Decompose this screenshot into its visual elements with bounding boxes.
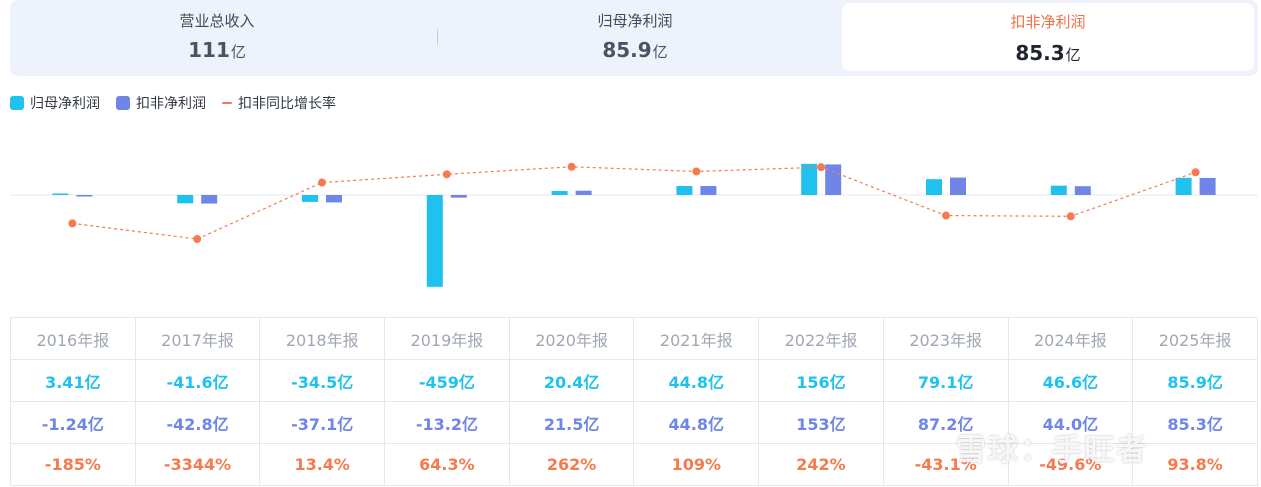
bar-net-profit[interactable] — [926, 179, 942, 195]
table-cell: -43.1% — [882, 443, 1009, 486]
growth-rate-point[interactable] — [193, 235, 202, 244]
column-header: 2025年报 — [1132, 317, 1258, 360]
tab-label: 营业总收入 — [179, 12, 255, 30]
table-cell: 93.8% — [1132, 443, 1258, 486]
growth-rate-point[interactable] — [942, 211, 950, 220]
legend-swatch-line — [222, 102, 232, 104]
table-cell: -41.6亿 — [134, 359, 261, 402]
table-cell: 64.3% — [384, 443, 510, 486]
tab-label: 扣非净利润 — [1010, 13, 1086, 31]
table-cell: 85.3亿 — [1132, 401, 1258, 444]
bar-net-profit[interactable] — [302, 195, 318, 202]
bar-deducted-profit[interactable] — [76, 195, 93, 197]
bar-deducted-profit[interactable] — [700, 186, 717, 195]
table-cell: -3344% — [134, 443, 261, 486]
table-cell: 3.41亿 — [10, 359, 136, 402]
tab-label: 归母净利润 — [597, 12, 673, 30]
data-table: 2016年报 2017年报 2018年报 2019年报 2020年报 2021年报 2022… — [10, 317, 1258, 486]
bar-net-profit[interactable] — [1050, 185, 1067, 195]
bar-deducted-profit[interactable] — [326, 195, 342, 203]
table-cell: 44.8亿 — [633, 359, 760, 402]
table-cell: 20.4亿 — [508, 359, 635, 402]
table-header-row: 2016年报 2017年报 2018年报 2019年报 2020年报 2021年报 2022… — [10, 317, 1258, 360]
tab-value: 85.3亿 — [1015, 41, 1081, 65]
table-cell: 46.6亿 — [1007, 359, 1134, 402]
bar-net-profit[interactable] — [801, 163, 818, 195]
tab-value: 85.9亿 — [602, 38, 668, 62]
table-cell: 109% — [633, 443, 760, 486]
watermark: 雪球：手旺者 — [956, 433, 1148, 468]
bar-deducted-profit[interactable] — [825, 164, 842, 195]
column-header: 2017年报 — [134, 317, 261, 360]
table-cell: -185% — [10, 443, 136, 486]
table-cell: 153亿 — [758, 401, 884, 444]
table-row: 3.41亿 -41.6亿 -34.5亿 -459亿 20.4亿 44.8亿 156亿 79.1… — [10, 359, 1258, 402]
column-header: 2020年报 — [508, 317, 635, 360]
column-header: 2024年报 — [1007, 317, 1134, 360]
bar-net-profit[interactable] — [177, 195, 194, 204]
column-header: 2022年报 — [758, 317, 884, 360]
tab-net-profit[interactable]: 归母净利润 85.9亿 — [428, 0, 842, 76]
bar-deducted-profit[interactable] — [950, 177, 966, 195]
bar-net-profit[interactable] — [551, 190, 568, 195]
table-cell: 262% — [508, 443, 635, 486]
bar-line-chart — [10, 162, 1258, 287]
bar-deducted-profit[interactable] — [450, 195, 467, 198]
legend-swatch — [10, 96, 24, 110]
table-cell: -1.24亿 — [10, 401, 136, 444]
tab-divider — [437, 29, 438, 45]
growth-rate-point[interactable] — [567, 162, 576, 171]
column-header: 2018年报 — [259, 317, 386, 360]
legend-label: 扣非同比增长率 — [238, 96, 336, 112]
legend-label: 扣非净利润 — [136, 96, 206, 112]
table-cell: 44.8亿 — [633, 401, 760, 444]
tab-value: 111亿 — [188, 38, 246, 62]
legend-item-deducted-profit[interactable]: 扣非净利润 — [116, 93, 206, 113]
bar-net-profit[interactable] — [676, 186, 693, 195]
chart-legend: 归母净利润 扣非净利润 扣非同比增长率 — [10, 93, 352, 113]
table-cell: -49.6% — [1007, 443, 1134, 486]
table-cell: -42.8亿 — [134, 401, 261, 444]
table-cell: 21.5亿 — [508, 401, 635, 444]
column-header: 2023年报 — [882, 317, 1009, 360]
bar-deducted-profit[interactable] — [1074, 186, 1091, 195]
table-cell: -459亿 — [384, 359, 510, 402]
bar-deducted-profit[interactable] — [201, 195, 218, 204]
table-row: -185% -3344% 13.4% 64.3% 262% 109% 242% -43.1% -… — [10, 443, 1258, 486]
bar-deducted-profit[interactable] — [575, 190, 592, 195]
growth-rate-point[interactable] — [68, 219, 77, 228]
legend-swatch — [116, 96, 130, 110]
table-cell: -37.1亿 — [259, 401, 386, 444]
legend-label: 归母净利润 — [30, 96, 100, 112]
table-cell: -13.2亿 — [384, 401, 510, 444]
bar-net-profit[interactable] — [1175, 177, 1192, 195]
tab-total-revenue[interactable]: 营业总收入 111亿 — [10, 0, 424, 76]
table-cell: 156亿 — [758, 359, 884, 402]
bar-net-profit[interactable] — [52, 193, 69, 196]
legend-item-growth-rate[interactable]: 扣非同比增长率 — [222, 93, 336, 113]
growth-rate-point[interactable] — [1066, 212, 1075, 221]
bar-deducted-profit[interactable] — [1199, 177, 1216, 195]
column-header: 2016年报 — [10, 317, 136, 360]
table-cell: 85.9亿 — [1132, 359, 1258, 402]
table-cell: 13.4% — [259, 443, 386, 486]
column-header: 2019年报 — [384, 317, 510, 360]
tab-deducted-net-profit[interactable]: 扣非净利润 85.3亿 — [842, 3, 1254, 71]
legend-item-net-profit[interactable]: 归母净利润 — [10, 93, 100, 113]
column-header: 2021年报 — [633, 317, 760, 360]
bar-net-profit[interactable] — [426, 195, 443, 287]
growth-rate-point[interactable] — [817, 163, 826, 172]
metric-tabs: 营业总收入 111亿 归母净利润 85.9亿 扣非净利润 85.3亿 — [10, 0, 1258, 76]
growth-rate-line — [72, 166, 1196, 240]
table-cell: -34.5亿 — [259, 359, 386, 402]
growth-rate-point[interactable] — [692, 167, 701, 176]
table-row: -1.24亿 -42.8亿 -37.1亿 -13.2亿 21.5亿 44.8亿 153亿 87… — [10, 401, 1258, 444]
growth-rate-point[interactable] — [442, 170, 451, 179]
table-cell: 242% — [758, 443, 884, 486]
table-cell: 44.0亿 — [1007, 401, 1134, 444]
table-cell: 79.1亿 — [882, 359, 1009, 402]
growth-rate-point[interactable] — [1191, 168, 1200, 177]
growth-rate-point[interactable] — [318, 178, 326, 187]
table-cell: 87.2亿 — [882, 401, 1009, 444]
